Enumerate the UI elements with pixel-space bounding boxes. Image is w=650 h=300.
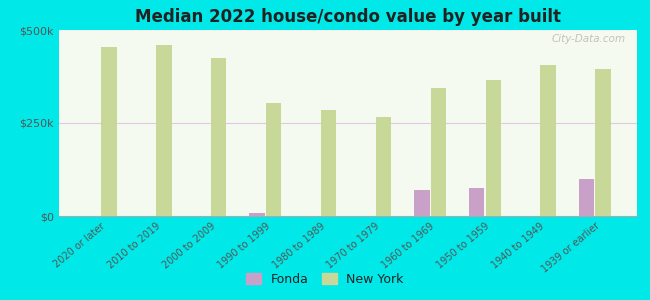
Bar: [595, 69, 611, 216]
Bar: [486, 80, 501, 216]
Bar: [579, 179, 594, 216]
Bar: [101, 47, 116, 216]
Text: City-Data.com: City-Data.com: [551, 34, 625, 44]
Bar: [156, 45, 172, 216]
Bar: [376, 117, 391, 216]
Bar: [250, 213, 265, 216]
Bar: [431, 88, 446, 216]
Title: Median 2022 house/condo value by year built: Median 2022 house/condo value by year bu…: [135, 8, 561, 26]
Bar: [469, 188, 484, 216]
Bar: [321, 110, 336, 216]
Bar: [266, 103, 281, 216]
Legend: Fonda, New York: Fonda, New York: [241, 268, 409, 291]
Bar: [211, 58, 226, 216]
Bar: [414, 190, 430, 216]
Bar: [540, 65, 556, 216]
